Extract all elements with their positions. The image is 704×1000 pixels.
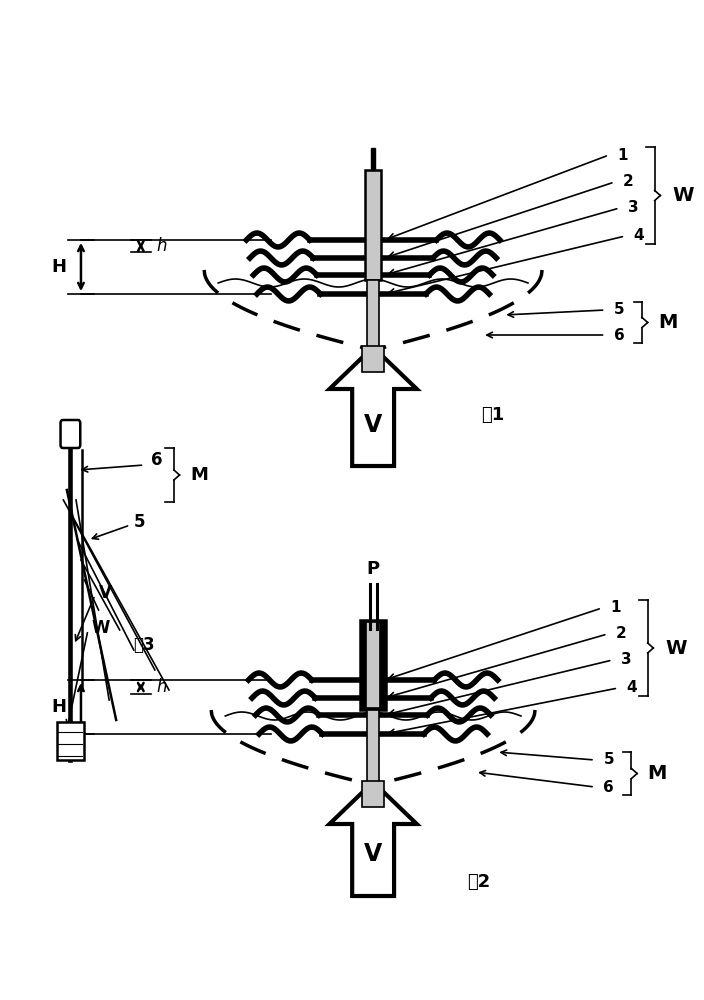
Bar (366, 622, 380, 708)
Bar (371, 148, 375, 170)
Bar (57, 722, 84, 760)
Text: 图2: 图2 (467, 873, 491, 891)
Polygon shape (329, 347, 417, 466)
Text: 6: 6 (151, 451, 163, 469)
Text: 3: 3 (628, 200, 639, 216)
Text: 4: 4 (634, 229, 644, 243)
Text: 1: 1 (610, 600, 621, 615)
Text: 4: 4 (627, 680, 637, 696)
Bar (365, 170, 381, 280)
Bar (367, 710, 379, 785)
Text: W: W (665, 639, 687, 658)
FancyBboxPatch shape (61, 420, 80, 448)
Text: V: V (364, 413, 382, 437)
Text: M: M (648, 764, 667, 783)
Text: 6: 6 (614, 328, 624, 342)
Bar (367, 280, 379, 350)
Text: W: W (672, 186, 694, 205)
Text: H: H (51, 698, 66, 716)
Bar (362, 781, 384, 807)
Text: 5: 5 (134, 513, 145, 531)
Text: 1: 1 (617, 147, 628, 162)
Bar (360, 620, 386, 710)
Text: h: h (156, 678, 167, 696)
Text: h: h (156, 237, 167, 255)
Text: 3: 3 (621, 652, 631, 668)
Text: 2: 2 (623, 174, 634, 190)
Text: W: W (92, 619, 110, 637)
Text: V: V (99, 584, 111, 602)
Text: 2: 2 (616, 626, 627, 642)
Bar (362, 346, 384, 372)
Text: 图1: 图1 (481, 406, 505, 424)
Text: 6: 6 (603, 780, 614, 794)
Text: 5: 5 (614, 302, 624, 318)
Text: M: M (658, 313, 678, 332)
Polygon shape (329, 782, 417, 896)
Text: P: P (367, 560, 379, 578)
Text: M: M (190, 466, 208, 484)
Text: 图3: 图3 (134, 636, 155, 654)
Text: 5: 5 (603, 752, 614, 768)
Text: V: V (364, 842, 382, 866)
Text: H: H (51, 258, 66, 276)
